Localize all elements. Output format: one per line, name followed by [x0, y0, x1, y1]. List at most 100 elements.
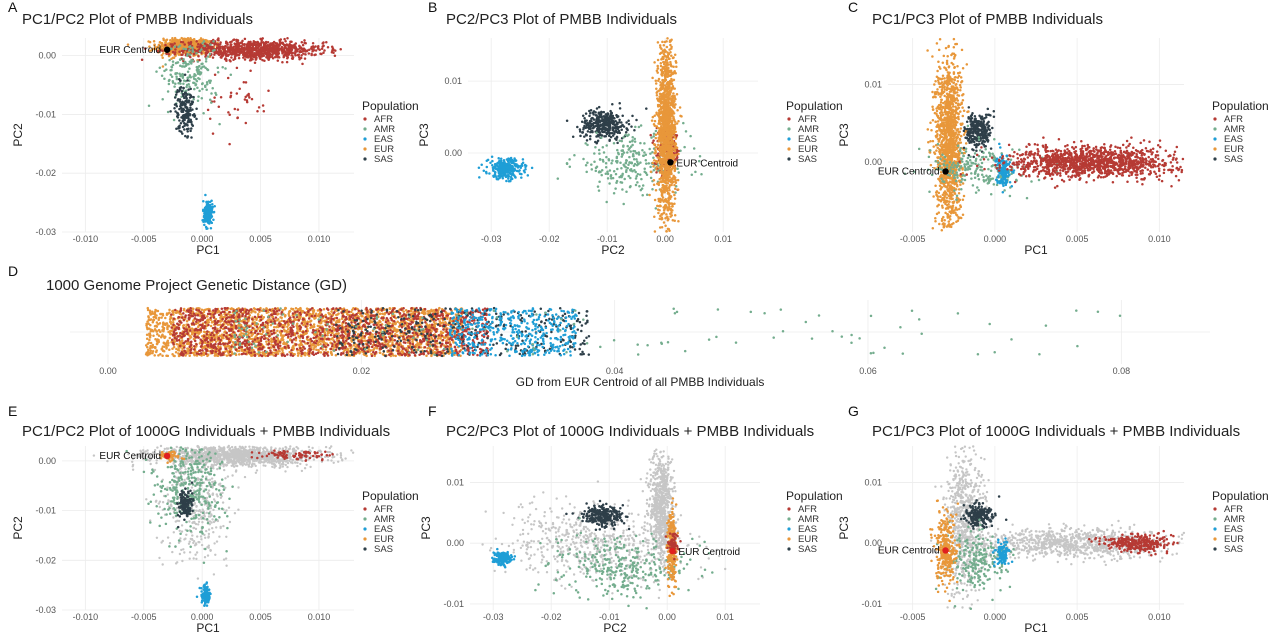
point [193, 87, 196, 91]
point [290, 48, 294, 51]
point [202, 208, 205, 212]
point [582, 157, 585, 161]
point [655, 168, 658, 171]
point [670, 149, 674, 153]
point [664, 93, 668, 97]
point [157, 43, 161, 47]
point [177, 45, 180, 49]
point [674, 181, 678, 184]
point [268, 52, 272, 56]
point [680, 115, 683, 118]
point [304, 53, 307, 56]
point [591, 130, 594, 134]
point [213, 73, 217, 76]
point [596, 133, 600, 137]
x-tick-label: 0.00 [656, 234, 674, 244]
point [294, 54, 297, 57]
point [636, 172, 640, 176]
point [598, 180, 601, 184]
panel-letter: B [428, 0, 437, 15]
point [184, 134, 187, 138]
point [190, 120, 193, 124]
x-tick-label: -0.03 [481, 234, 502, 244]
point [625, 121, 628, 124]
point [640, 187, 644, 190]
point [196, 86, 199, 90]
point [631, 135, 634, 139]
point [204, 60, 208, 63]
point [620, 152, 624, 156]
point [653, 215, 656, 218]
point [506, 169, 510, 172]
point [936, 88, 939, 91]
point [229, 94, 233, 97]
point [478, 176, 481, 179]
point [179, 82, 182, 85]
point [668, 189, 671, 192]
point [588, 114, 591, 118]
point [658, 136, 662, 139]
point [280, 45, 284, 49]
point [174, 48, 177, 51]
point [212, 218, 215, 222]
point [665, 230, 668, 233]
point [227, 111, 230, 114]
point [700, 172, 703, 176]
point [940, 229, 944, 232]
point [652, 122, 656, 126]
point [246, 42, 249, 46]
point [675, 92, 679, 96]
point [629, 169, 632, 172]
point [596, 185, 600, 188]
point [310, 53, 313, 57]
point [589, 135, 592, 138]
point [654, 149, 657, 152]
point [286, 36, 289, 40]
point [635, 175, 638, 178]
point [603, 118, 607, 121]
point [615, 114, 618, 117]
point [199, 37, 203, 40]
point [507, 177, 510, 180]
point [249, 69, 252, 73]
point [286, 56, 290, 59]
point [662, 187, 666, 190]
point [233, 107, 237, 111]
point [625, 190, 628, 194]
point [656, 58, 660, 62]
point [211, 47, 214, 51]
point [655, 125, 659, 128]
point [218, 122, 221, 126]
point [189, 106, 192, 110]
point [522, 169, 526, 173]
point [598, 158, 602, 161]
point [249, 58, 253, 62]
point [658, 197, 662, 201]
point [516, 164, 519, 168]
point [676, 109, 679, 112]
point [203, 215, 206, 219]
point [161, 97, 164, 101]
point [661, 81, 665, 85]
point [659, 170, 663, 174]
point [667, 227, 671, 231]
point [658, 226, 662, 229]
point [159, 46, 162, 50]
point [621, 188, 624, 191]
point [667, 142, 670, 145]
point [167, 53, 171, 56]
point [314, 49, 318, 52]
point [491, 159, 494, 163]
point [283, 46, 286, 50]
point [200, 82, 204, 86]
point [653, 198, 657, 202]
point [177, 90, 181, 93]
point [195, 40, 198, 43]
point [494, 171, 497, 174]
point [187, 88, 190, 91]
point [674, 142, 678, 146]
point [590, 163, 593, 166]
point [590, 168, 594, 171]
y-axis-label: PC2 [11, 123, 25, 147]
point [935, 75, 939, 79]
